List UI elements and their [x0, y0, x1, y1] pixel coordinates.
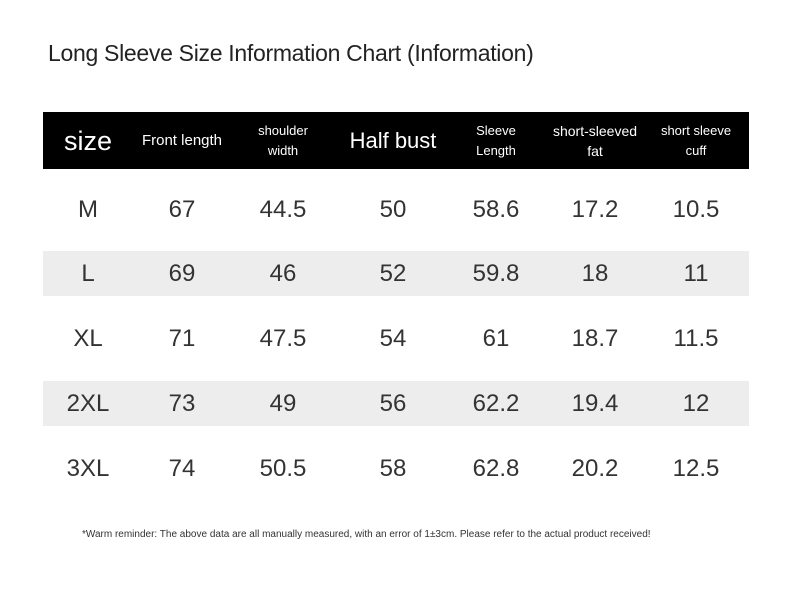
footnote: *Warm reminder: The above data are all m…	[82, 529, 651, 540]
column-header: Front length	[141, 131, 223, 149]
table-cell: 54	[379, 325, 407, 352]
table-cell: 71	[168, 325, 196, 352]
table-cell: 47.5	[259, 325, 307, 352]
title: Long Sleeve Size Information Chart (Info…	[48, 40, 534, 66]
table-cell: 11	[683, 260, 709, 287]
table-cell: 18	[581, 260, 609, 287]
table-cell: 52	[379, 260, 407, 287]
column-header: Sleeve Length	[476, 122, 516, 158]
table-cell: 19.4	[571, 390, 619, 417]
column-header: Half bust	[349, 127, 437, 153]
column-header: short sleeve cuff	[660, 122, 732, 158]
table-cell: 20.2	[571, 455, 619, 482]
table-cell: 59.8	[472, 260, 520, 287]
table-cell: 46	[269, 260, 297, 287]
table-cell: 69	[168, 260, 196, 287]
table-cell: M	[78, 196, 98, 223]
table-cell: 56	[379, 390, 407, 417]
row-band	[43, 381, 749, 426]
table-cell: 17.2	[571, 196, 619, 223]
table-cell: 2XL	[66, 390, 110, 417]
table-cell: 74	[168, 455, 196, 482]
table-cell: 44.5	[259, 196, 307, 223]
table-cell: 50	[379, 196, 407, 223]
column-header: size	[63, 125, 112, 156]
table-cell: XL	[73, 325, 103, 352]
table-cell: 61	[482, 325, 510, 352]
table-cell: 12	[682, 390, 710, 417]
table-cell: 73	[168, 390, 196, 417]
table-header: size Front length shoulder width Half bust S…	[43, 112, 749, 169]
table-cell: 12.5	[672, 455, 720, 482]
table-cell: 62.2	[472, 390, 520, 417]
table-cell: 50.5	[259, 455, 307, 482]
table-cell: 11.5	[673, 325, 719, 352]
table-cell: 3XL	[66, 455, 110, 482]
table-cell: 18.7	[571, 325, 619, 352]
table-cell: L	[81, 260, 95, 287]
column-header: short-sleeved fat	[552, 122, 638, 159]
table-cell: 49	[269, 390, 297, 417]
table-cell: 58.6	[472, 196, 520, 223]
table-cell: 67	[168, 196, 196, 223]
table-cell: 10.5	[672, 196, 720, 223]
table-cell: 58	[379, 455, 407, 482]
table-cell: 62.8	[472, 455, 520, 482]
row-band	[43, 251, 749, 296]
column-header: shoulder width	[258, 122, 308, 158]
